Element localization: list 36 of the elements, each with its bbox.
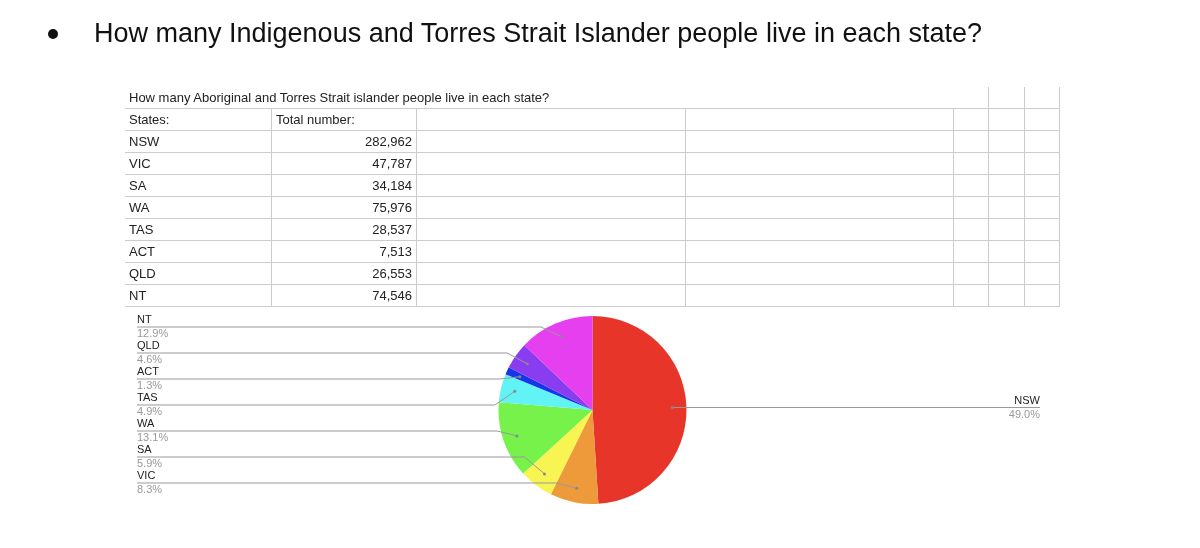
data-label: 4.9% <box>137 404 163 417</box>
data-label: 49.0% <box>1008 408 1041 421</box>
category-label: ACT <box>125 240 272 263</box>
category-label: SA <box>125 174 272 197</box>
text: 74,546 <box>372 288 412 303</box>
text: 7,513 <box>379 244 412 259</box>
slice-label: SA <box>137 442 153 455</box>
data-label: 8.3% <box>137 482 163 495</box>
text: 75,976 <box>372 200 412 215</box>
slice-label: ACT <box>137 364 160 377</box>
text: 47,787 <box>372 156 412 171</box>
data-label: 13.1% <box>137 430 169 443</box>
data-label: 1.3% <box>137 378 163 391</box>
slice-label: VIC <box>137 468 156 481</box>
category-label: TAS <box>125 218 272 241</box>
category-label: VIC <box>125 152 272 175</box>
text: How many Indigenous and Torres Strait Islander people live in each state? <box>94 18 983 49</box>
data-label: 4.6% <box>137 352 163 365</box>
category-label: QLD <box>125 262 272 285</box>
text: 282,962 <box>365 134 412 149</box>
text: States: <box>125 108 272 131</box>
slice-label: TAS <box>137 390 158 403</box>
category-label: NSW <box>125 130 272 153</box>
text: 34,184 <box>372 178 412 193</box>
data-label: 5.9% <box>137 456 163 469</box>
text: Total number: <box>271 108 417 131</box>
category-label: WA <box>125 196 272 219</box>
text: 26,553 <box>372 266 412 281</box>
category-label: NT <box>125 284 272 307</box>
slice-label: WA <box>137 416 155 429</box>
slice-label: NT <box>137 312 152 325</box>
text: How many Aboriginal and Torres Strait islander people live in each state? <box>125 87 954 109</box>
slice-label: QLD <box>137 338 160 351</box>
slice-label: NSW <box>1014 394 1041 407</box>
data-label: 12.9% <box>137 326 169 339</box>
text: 28,537 <box>372 222 412 237</box>
